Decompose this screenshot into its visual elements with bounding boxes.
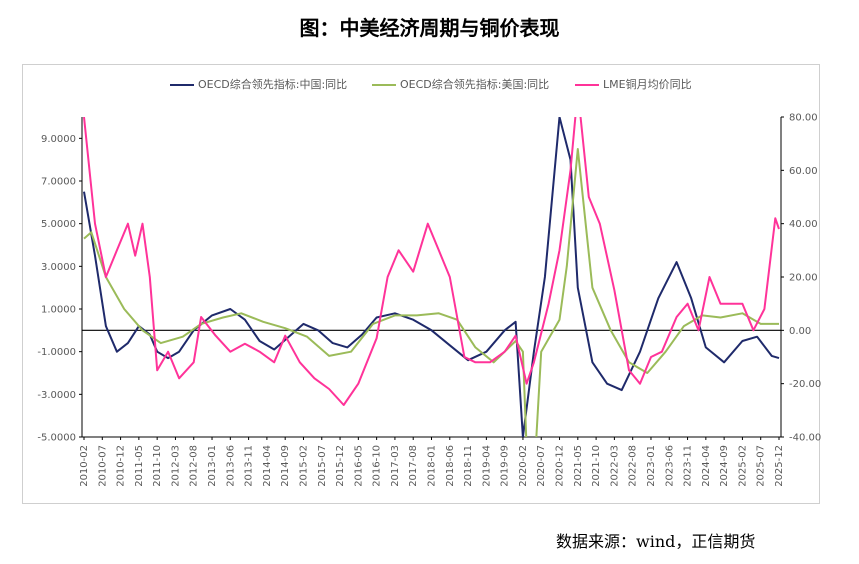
legend-swatch-china: [170, 84, 194, 86]
right-tick-label: 80.00: [789, 113, 818, 124]
x-tick-label: 2011-10: [152, 445, 163, 487]
x-tick-label: 2019-04: [481, 445, 492, 487]
x-tick-label: 2017-08: [408, 445, 419, 487]
x-tick-label: 2017-03: [390, 445, 401, 487]
left-tick-label: 1.0000: [41, 305, 76, 316]
legend-swatch-copper: [575, 84, 599, 86]
left-tick-label: 7.0000: [41, 177, 76, 188]
right-tick-label: 40.00: [789, 219, 818, 230]
x-tick-label: 2011-05: [134, 445, 145, 487]
left-tick-label: 9.0000: [41, 134, 76, 145]
legend-item-copper: LME铜月均价同比: [575, 76, 692, 92]
left-tick-label: 3.0000: [41, 262, 76, 273]
x-tick-label: 2016-05: [353, 445, 364, 487]
source-note: 数据来源：wind，正信期货: [556, 532, 756, 551]
legend: OECD综合领先指标:中国:同比 OECD综合领先指标:美国:同比 LME铜月均…: [22, 76, 820, 96]
x-tick-label: 2025-12: [774, 445, 785, 487]
left-tick-label: -5.0000: [37, 433, 76, 444]
right-tick-label: -40.00: [789, 433, 821, 444]
left-tick-label: -1.0000: [37, 347, 76, 358]
series-line-us: [83, 148, 779, 437]
series-line-copper: [83, 117, 780, 406]
x-tick-label: 2020-02: [518, 445, 529, 487]
right-tick-label: 0.00: [789, 326, 811, 337]
x-tick-label: 2024-09: [719, 445, 730, 487]
x-tick-label: 2022-03: [609, 445, 620, 487]
x-tick-label: 2025-02: [737, 445, 748, 487]
x-tick-label: 2020-12: [555, 445, 566, 487]
x-tick-label: 2014-04: [262, 445, 273, 487]
x-tick-label: 2010-07: [97, 445, 108, 487]
right-tick-label: 60.00: [789, 166, 818, 177]
x-tick-label: 2014-09: [280, 445, 291, 487]
x-tick-label: 2015-02: [298, 445, 309, 487]
series-line-china: [83, 117, 780, 437]
x-tick-label: 2010-12: [116, 445, 127, 487]
x-tick-label: 2013-11: [244, 445, 255, 487]
x-tick-label: 2018-11: [463, 445, 474, 487]
x-tick-label: 2019-09: [500, 445, 511, 487]
x-tick-label: 2015-12: [335, 445, 346, 487]
x-tick-label: 2013-01: [207, 445, 218, 487]
x-tick-label: 2016-10: [372, 445, 383, 487]
legend-item-china: OECD综合领先指标:中国:同比: [170, 76, 347, 92]
x-tick-label: 2012-03: [170, 445, 181, 487]
x-tick-label: 2025-07: [756, 445, 767, 487]
chart-frame: [22, 64, 820, 504]
legend-label-copper: LME铜月均价同比: [603, 78, 692, 91]
legend-swatch-us: [372, 84, 396, 86]
x-tick-label: 2023-11: [683, 445, 694, 487]
legend-item-us: OECD综合领先指标:美国:同比: [372, 76, 549, 92]
x-tick-label: 2021-05: [573, 445, 584, 487]
right-tick-label: -20.00: [789, 379, 821, 390]
x-tick-label: 2010-02: [79, 445, 90, 487]
left-tick-label: 5.0000: [41, 219, 76, 230]
x-tick-label: 2023-06: [664, 445, 675, 487]
x-tick-label: 2022-08: [628, 445, 639, 487]
x-tick-label: 2021-10: [591, 445, 602, 487]
legend-label-us: OECD综合领先指标:美国:同比: [400, 78, 550, 91]
chart-title: 图：中美经济周期与铜价表现: [299, 16, 560, 40]
left-tick-label: -3.0000: [37, 390, 76, 401]
x-tick-label: 2024-04: [701, 445, 712, 487]
x-tick-label: 2012-08: [189, 445, 200, 487]
x-tick-label: 2018-01: [427, 445, 438, 487]
legend-label-china: OECD综合领先指标:中国:同比: [198, 78, 348, 91]
x-tick-label: 2013-06: [225, 445, 236, 487]
x-tick-label: 2018-06: [445, 445, 456, 487]
x-tick-label: 2020-07: [536, 445, 547, 487]
series-group: [83, 117, 780, 437]
x-tick-label: 2015-07: [317, 445, 328, 487]
right-tick-label: 20.00: [789, 273, 818, 284]
x-tick-label: 2023-01: [646, 445, 657, 487]
